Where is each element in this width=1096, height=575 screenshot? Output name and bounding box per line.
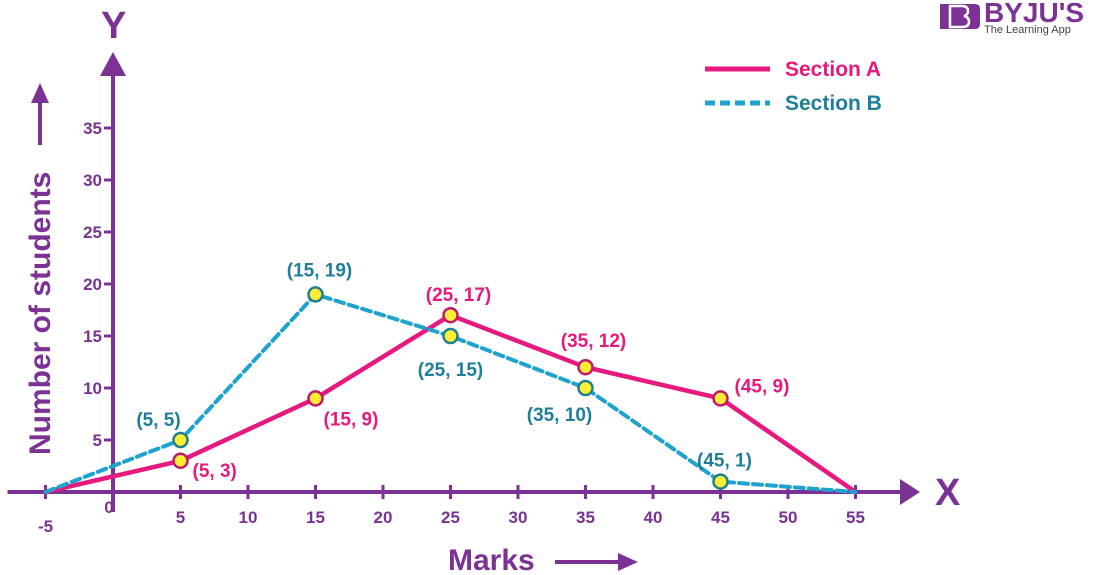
byjus-logo-mark-icon <box>940 4 980 29</box>
point-label: (45, 1) <box>697 451 752 472</box>
x-axis-title: Marks <box>448 544 535 575</box>
point-label: (15, 19) <box>287 260 352 281</box>
y-tick-label: 35 <box>83 119 102 138</box>
axis-titles: Marks Number of students <box>24 83 638 575</box>
point-label: (25, 15) <box>418 360 483 381</box>
x-tick-label: 20 <box>374 508 393 527</box>
x-axis-arrow-icon <box>900 479 920 505</box>
point-label: (35, 10) <box>527 405 592 426</box>
x-tick-label: 30 <box>509 508 528 527</box>
y-tick-label: 25 <box>83 223 102 242</box>
x-tick-label: 10 <box>239 508 258 527</box>
legend-label: Section A <box>785 58 881 81</box>
logo-tagline: The Learning App <box>984 24 1071 36</box>
point-label: (45, 9) <box>735 376 790 397</box>
x-title-arrow-icon <box>618 553 638 571</box>
x-tick-label: 35 <box>576 508 595 527</box>
y-tick-label: 5 <box>93 431 102 450</box>
x-tick-label: 0 <box>104 498 113 517</box>
series-layer <box>43 286 858 495</box>
data-point-marker <box>712 473 729 490</box>
axes: XY <box>7 5 961 514</box>
point-label: (25, 17) <box>426 285 491 306</box>
x-tick-label: 25 <box>441 508 460 527</box>
y-tick-label: 20 <box>83 275 102 294</box>
byjus-logo: BYJU'S The Learning App <box>940 0 1084 36</box>
x-tick-label: 45 <box>711 508 730 527</box>
x-tick-label: 15 <box>306 508 325 527</box>
x-tick-label: 40 <box>644 508 663 527</box>
x-tick-label: 50 <box>779 508 798 527</box>
data-point-marker <box>172 431 189 449</box>
point-labels: (5, 3) (15, 9) (25, 17) (35, 12) (45, 9) (5, … <box>136 260 789 481</box>
data-point-marker <box>442 327 459 345</box>
point-label: (5, 3) <box>193 461 237 482</box>
data-point-marker <box>307 390 324 407</box>
data-point-marker <box>172 452 189 470</box>
y-tick-label: 30 <box>83 171 102 190</box>
y-tick-label: 15 <box>83 327 102 346</box>
legend-label: Section B <box>785 92 882 115</box>
legend: Section A Section B <box>705 58 882 115</box>
point-label: (35, 12) <box>561 331 626 352</box>
x-axis-letter: X <box>935 472 961 514</box>
y-axis-letter: Y <box>101 5 126 47</box>
point-label: (15, 9) <box>324 409 379 430</box>
x-tick-label: -5 <box>38 517 53 536</box>
x-tick-label: 5 <box>176 508 185 527</box>
data-point-marker <box>307 286 324 303</box>
data-point-marker <box>577 358 594 376</box>
y-axis-arrow-icon <box>100 52 126 76</box>
data-point-marker <box>577 379 594 397</box>
data-point-marker <box>442 306 459 324</box>
logo-brand: BYJU'S <box>984 0 1084 28</box>
y-tick-label: 10 <box>83 379 102 398</box>
x-tick-label: 55 <box>846 508 865 527</box>
data-point-marker <box>712 390 729 407</box>
point-label: (5, 5) <box>136 410 180 431</box>
y-title-arrow-icon <box>31 83 49 103</box>
y-axis-title: Number of students <box>24 172 57 455</box>
